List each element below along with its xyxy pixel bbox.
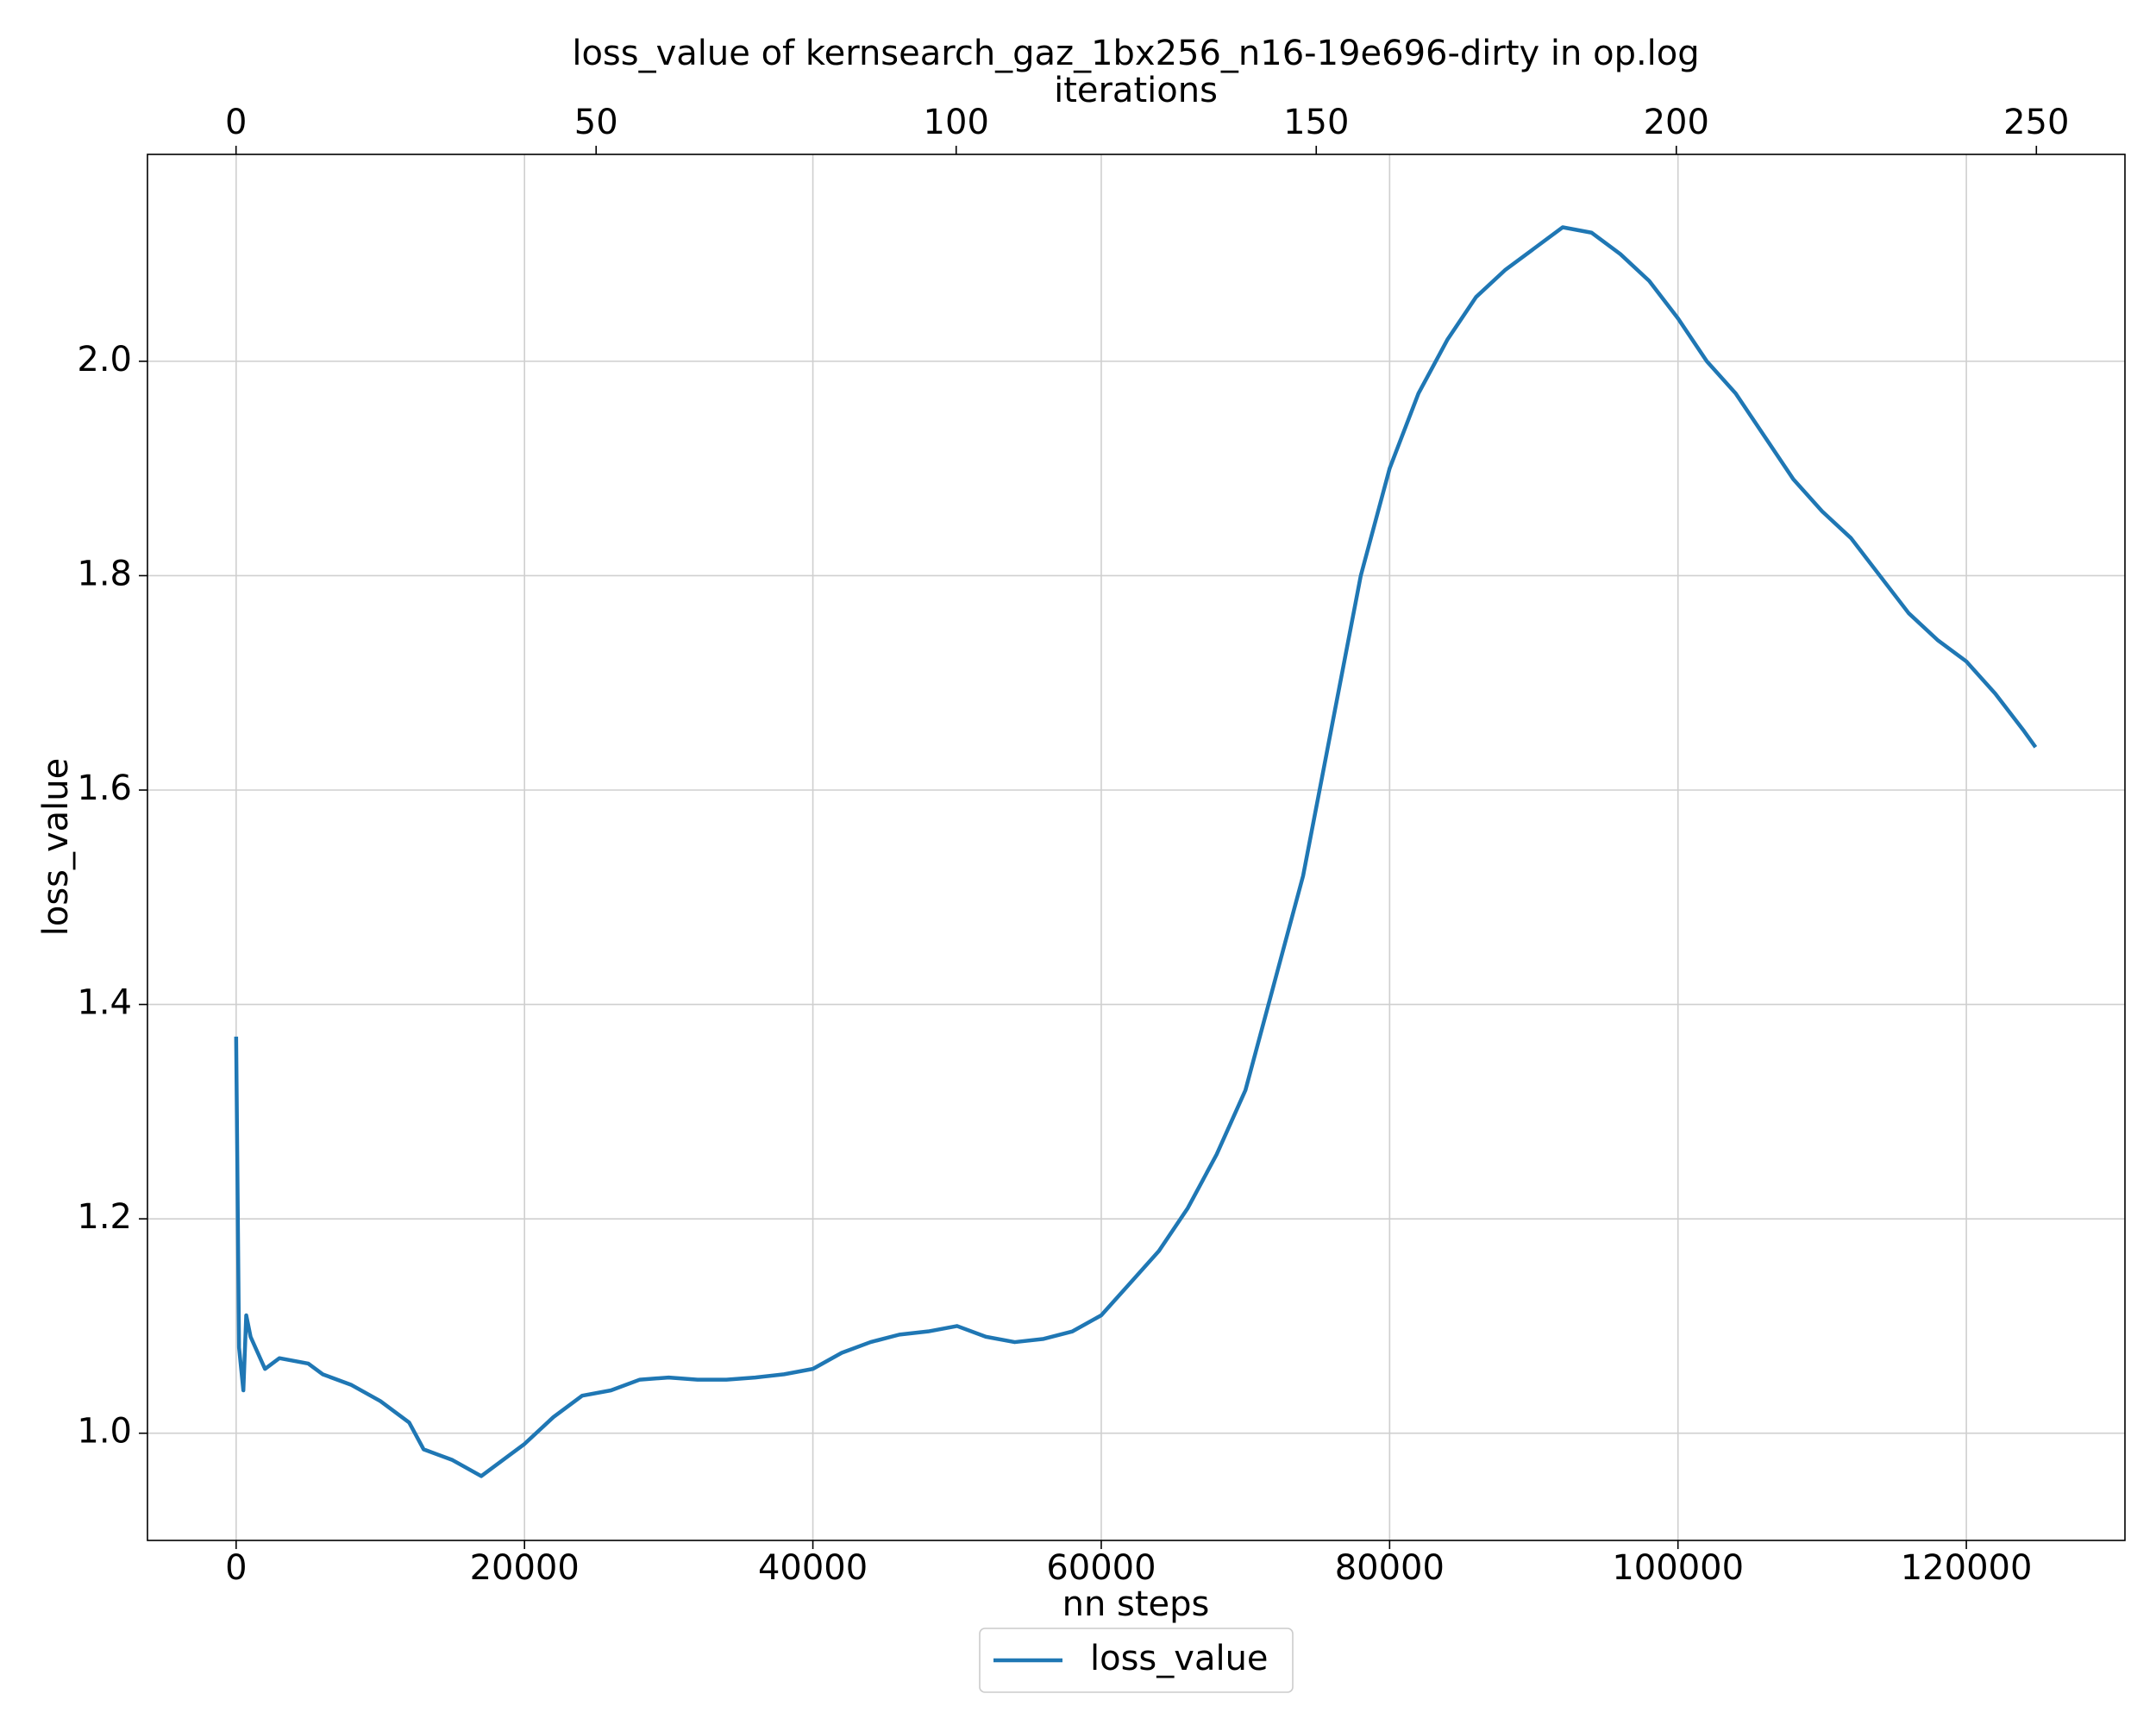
x2-tick-label: 200 — [1644, 103, 1709, 142]
legend-box — [979, 1628, 1294, 1693]
y-tick-label: 1.2 — [77, 1197, 132, 1237]
x2-tick-label: 0 — [225, 103, 247, 142]
x-tick-label: 120000 — [1901, 1548, 2033, 1588]
y-tick-label: 1.8 — [77, 554, 132, 593]
data-line — [234, 225, 2038, 1478]
x-tick-label: 80000 — [1335, 1548, 1445, 1588]
x-tick-label: 20000 — [470, 1548, 580, 1588]
x-tick-label: 0 — [225, 1548, 247, 1588]
x2-tick-label: 50 — [574, 103, 618, 142]
x-tick-label: 100000 — [1612, 1548, 1744, 1588]
x-axis-label: nn steps — [1062, 1584, 1210, 1624]
x-tick-label: 60000 — [1046, 1548, 1156, 1588]
y-axis-label: loss_value — [36, 758, 76, 937]
x2-tick-label: 250 — [2003, 103, 2069, 142]
x2-tick-label: 150 — [1283, 103, 1349, 142]
y-tick-label: 1.4 — [77, 983, 132, 1023]
x2-axis-label: iterations — [1054, 71, 1218, 110]
legend-label: loss_value — [1090, 1639, 1269, 1678]
y-tick-label: 2.0 — [77, 340, 132, 380]
x2-tick-label: 100 — [924, 103, 989, 142]
y-tick-label: 1.6 — [77, 768, 132, 808]
x-tick-label: 40000 — [758, 1548, 868, 1588]
chart-title: loss_value of kernsearch_gaz_1bx256_n16-… — [572, 34, 1699, 73]
y-tick-label: 1.0 — [77, 1412, 132, 1452]
plot-frame — [147, 154, 2126, 1541]
